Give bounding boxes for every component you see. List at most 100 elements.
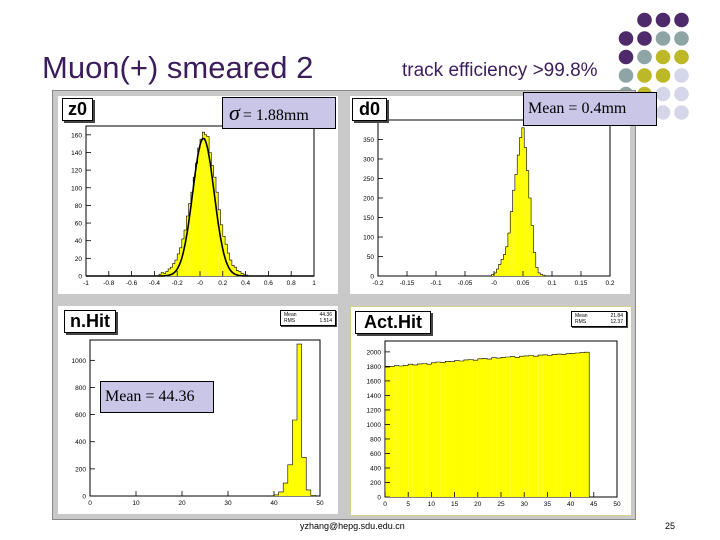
x-tick-label: 40	[270, 500, 278, 507]
histogram-bar	[526, 170, 529, 276]
plot-acthit: 0 5 10 15 20 25 30 35 40 45 50 0 200 400 600 800 1000 120…	[367, 340, 621, 508]
sigma-value: = 1.88mm	[242, 107, 309, 124]
decorative-dot	[674, 49, 689, 65]
x-tick-label: -0.2	[372, 280, 384, 287]
histogram-bar	[177, 253, 180, 276]
histogram-bar	[200, 139, 203, 276]
histogram-bar	[533, 252, 536, 276]
histogram-bar	[181, 238, 185, 276]
histogram-bar	[234, 267, 237, 276]
y-tick-label: 60	[75, 221, 83, 228]
histogram-bar	[229, 260, 232, 276]
histogram-bar	[535, 267, 539, 276]
histogram-bar	[215, 192, 219, 276]
y-tick-label: 160	[71, 132, 82, 139]
histogram-bar	[524, 355, 529, 497]
y-tick-label: 300	[363, 157, 374, 164]
x-tick-label: -0.8	[103, 280, 115, 287]
plot-nhit: 0 10 20 30 40 50 0 200 400 600 800 1000	[72, 339, 324, 507]
footer-email: yzhang@hepg.sdu.edu.cn	[300, 521, 405, 531]
gaussian-fit-curve	[86, 137, 314, 277]
histogram-bar	[168, 268, 171, 276]
histogram-bar	[538, 272, 541, 276]
stats-row: RMS 12.37	[575, 319, 623, 325]
histogram-bar	[440, 362, 446, 497]
y-tick-label: 400	[370, 465, 381, 472]
y-tick-label: 150	[363, 215, 374, 222]
y-tick-label: 800	[75, 385, 86, 392]
decorative-dot	[674, 12, 689, 28]
histogram-bar	[389, 366, 395, 497]
x-tick-label: 0.1	[547, 280, 556, 287]
x-tick-label: -0.1	[430, 280, 442, 287]
y-tick-label: 2000	[367, 349, 382, 356]
nhit-mean-annotation: Mean = 44.36	[100, 381, 214, 413]
y-tick-label: 50	[367, 254, 375, 261]
decorative-dot	[655, 105, 671, 120]
x-tick-label: -0	[491, 280, 497, 287]
histogram-bar	[408, 364, 413, 497]
histogram-bar	[394, 365, 399, 497]
histogram-bar	[163, 273, 166, 276]
x-tick-label: 15	[451, 501, 459, 508]
histogram-bar	[524, 147, 527, 276]
histogram-bar	[204, 134, 207, 276]
x-tick-label: 20	[178, 500, 186, 507]
y-tick-label: 140	[71, 150, 82, 157]
histogram-bar	[552, 354, 557, 497]
histogram-bar	[521, 127, 525, 276]
histogram-bar	[426, 364, 432, 497]
x-tick-label: 45	[590, 501, 598, 508]
x-tick-label: 5	[406, 501, 410, 508]
decorative-dot	[674, 86, 689, 102]
x-tick-label: 40	[567, 501, 575, 508]
histogram-bar	[165, 271, 169, 276]
histogram-bar	[184, 230, 187, 276]
y-tick-label: 200	[370, 480, 381, 487]
x-tick-label: 0	[383, 501, 387, 508]
histogram-bar	[547, 355, 553, 497]
stats-row: Mean 44.36	[284, 312, 332, 318]
histogram-bar	[561, 354, 566, 497]
y-tick-label: 40	[75, 238, 83, 245]
x-tick-label: -0.15	[400, 280, 415, 287]
histogram-bar	[385, 367, 390, 497]
x-tick-label: -0	[197, 280, 203, 287]
histogram-bar	[449, 361, 455, 497]
x-tick-label: -0.4	[149, 280, 161, 287]
histogram-bar	[193, 177, 196, 276]
histogram-title-acthit: Act.Hit	[355, 311, 431, 334]
y-tick-label: 600	[75, 412, 86, 419]
x-tick-label: 50	[316, 500, 324, 507]
sigma-symbol: σ	[229, 100, 240, 125]
slide-title: Muon(+) smeared 2	[42, 50, 314, 85]
histogram-bar	[436, 362, 441, 497]
histogram-bar	[542, 354, 548, 497]
histogram-outline	[384, 351, 617, 498]
histogram-bar	[482, 358, 488, 497]
decorative-dot	[618, 68, 634, 83]
histogram-bar	[496, 358, 501, 497]
decorative-dot	[655, 12, 671, 28]
decorative-dot	[674, 31, 689, 46]
histogram-bar	[459, 360, 464, 497]
histogram-bar	[195, 163, 198, 276]
histogram-bar	[503, 254, 506, 276]
y-tick-label: 80	[75, 203, 83, 210]
stats-row: Mean 21.84	[575, 313, 623, 319]
decorative-dot	[655, 49, 671, 65]
histogram-bar	[161, 272, 164, 276]
plot-d0: -0.2 -0.15 -0.1 -0.05 -0 0.05 0.1 0.15 0.2 0 50 100…	[363, 119, 615, 287]
histogram-bar	[398, 366, 404, 497]
y-tick-label: 200	[363, 196, 374, 203]
histogram-bar	[505, 356, 511, 497]
y-tick-label: 400	[75, 439, 86, 446]
histogram-bar	[213, 177, 216, 276]
page-number: 25	[665, 521, 676, 531]
histogram-bar	[287, 464, 293, 496]
y-tick-label: 1200	[367, 407, 382, 414]
histogram-bar	[496, 268, 499, 276]
y-tick-label: 100	[363, 235, 374, 242]
x-tick-label: 0.2	[218, 280, 227, 287]
decorative-dot	[674, 105, 689, 120]
